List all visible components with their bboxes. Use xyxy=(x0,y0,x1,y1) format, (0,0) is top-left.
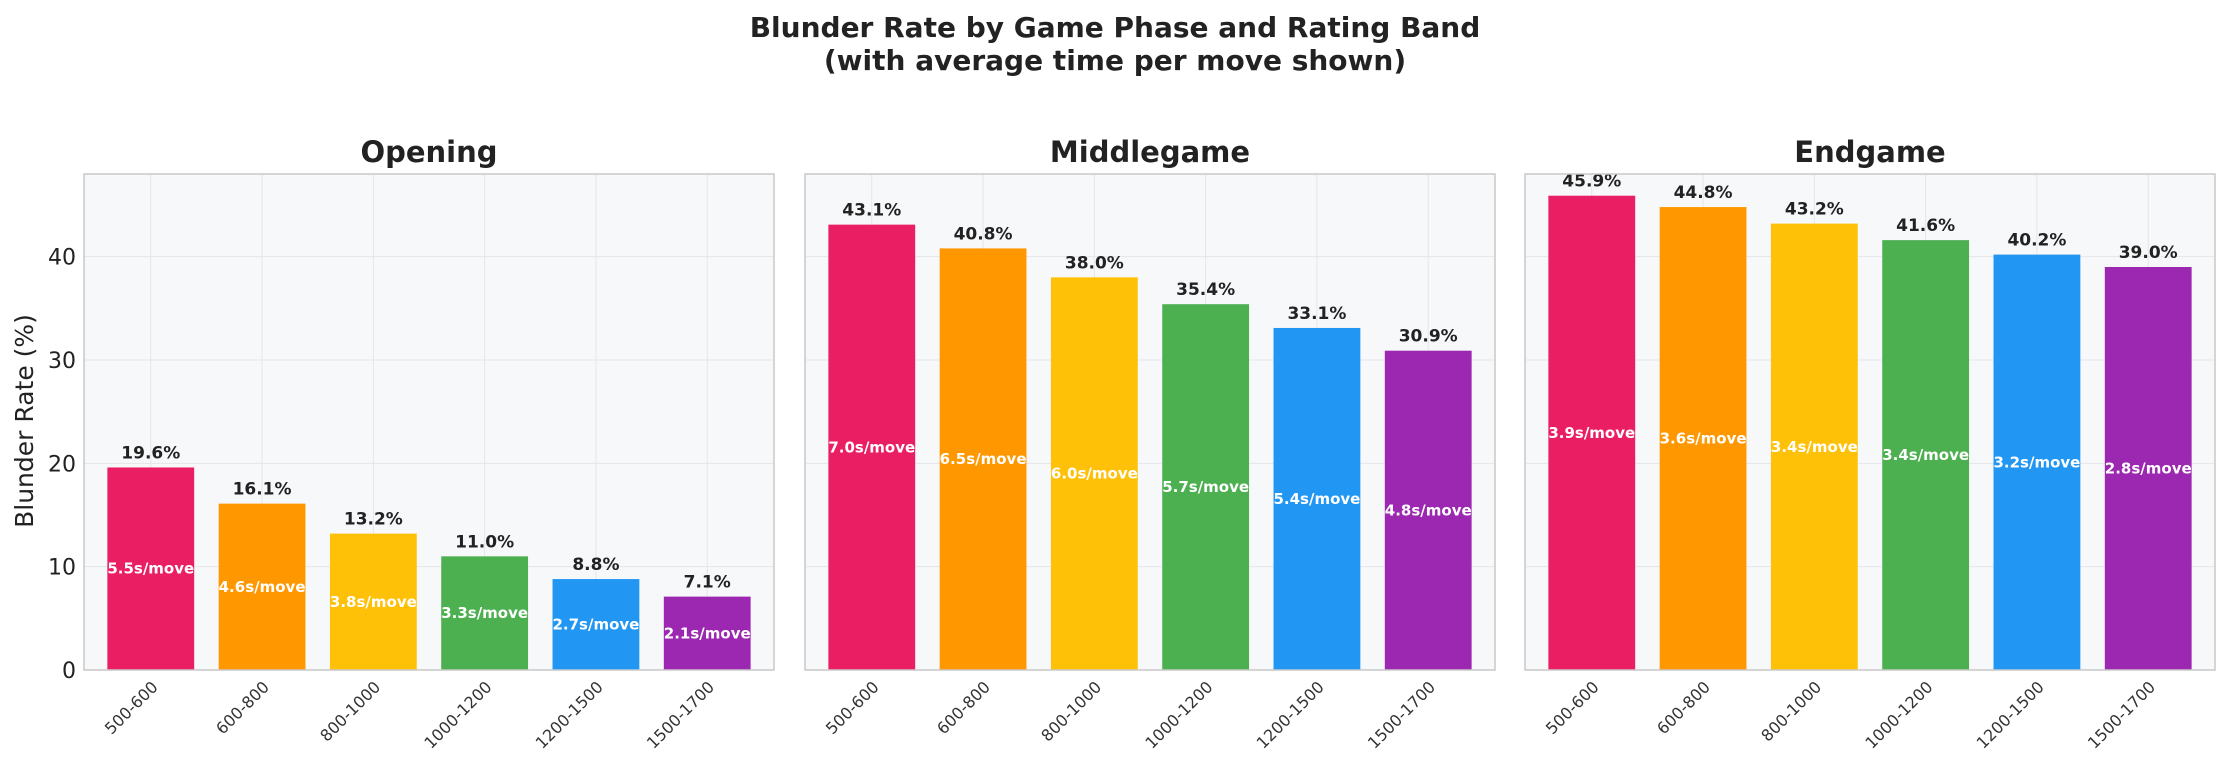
bar-value-label: 7.1% xyxy=(684,573,731,593)
bar-value-label: 43.1% xyxy=(842,201,901,221)
x-tick-label: 1000-1200 xyxy=(1141,677,1216,752)
bar-600-800 xyxy=(1659,207,1747,671)
bar-500-600 xyxy=(107,467,195,670)
bar-time-label: 5.5s/move xyxy=(107,560,194,578)
panel-title: Endgame xyxy=(1794,135,1945,169)
bar-value-label: 40.8% xyxy=(954,224,1013,244)
y-tick-label: 40 xyxy=(48,246,76,271)
bar-time-label: 5.4s/move xyxy=(1273,490,1360,508)
bar-800-1000 xyxy=(1770,223,1858,670)
bar-1000-1200 xyxy=(1882,240,1970,670)
bar-500-600 xyxy=(1548,195,1636,670)
bar-1000-1200 xyxy=(441,556,529,670)
x-tick-label: 600-800 xyxy=(933,677,994,738)
bar-value-label: 33.1% xyxy=(1287,304,1346,324)
bar-value-label: 13.2% xyxy=(344,510,403,530)
bar-value-label: 45.9% xyxy=(1562,172,1621,192)
y-tick-label: 30 xyxy=(48,349,76,374)
chart-subtitle: (with average time per move shown) xyxy=(824,44,1406,77)
bar-time-label: 3.3s/move xyxy=(441,604,528,622)
bar-value-label: 44.8% xyxy=(1674,183,1733,203)
bar-time-label: 3.9s/move xyxy=(1548,424,1635,442)
x-tick-label: 800-1000 xyxy=(316,677,384,745)
bar-500-600 xyxy=(828,224,916,670)
bar-600-800 xyxy=(218,503,306,670)
plot-border xyxy=(83,173,775,671)
x-tick-label: 1200-1500 xyxy=(1253,677,1328,752)
x-tick-label: 500-600 xyxy=(101,677,162,738)
bar-time-label: 3.4s/move xyxy=(1771,438,1858,456)
bar-time-label: 3.4s/move xyxy=(1882,446,1969,464)
bar-value-label: 19.6% xyxy=(121,443,180,463)
panel-opening: 0 10 20 30 40 Opening 19.6% 5.5s/move 500-600 16.… xyxy=(48,135,775,753)
panel-middlegame: Middlegame 43.1% 7.0s/move 500-600 40.8% 6.5s… xyxy=(804,135,1496,753)
panels-group: 0 10 20 30 40 Opening 19.6% 5.5s/move 500-600 16.… xyxy=(48,135,2216,753)
y-tick-label: 0 xyxy=(62,659,76,684)
plot-border xyxy=(1524,173,2216,671)
bar-time-label: 7.0s/move xyxy=(828,438,915,456)
panel-title: Middlegame xyxy=(1050,135,1250,169)
y-tick-label: 10 xyxy=(48,556,76,581)
bar-value-label: 39.0% xyxy=(2119,243,2178,263)
bar-time-label: 3.6s/move xyxy=(1660,430,1747,448)
bar-time-label: 4.6s/move xyxy=(219,578,306,596)
bar-1500-1700 xyxy=(1384,350,1472,670)
panel-title: Opening xyxy=(360,135,497,169)
bar-value-label: 43.2% xyxy=(1785,200,1844,220)
bar-1000-1200 xyxy=(1162,304,1250,670)
bar-time-label: 3.8s/move xyxy=(330,593,417,611)
bar-time-label: 6.5s/move xyxy=(940,450,1027,468)
bar-time-label: 4.8s/move xyxy=(1385,501,1472,519)
x-tick-label: 800-1000 xyxy=(1757,677,1825,745)
bar-value-label: 11.0% xyxy=(455,532,514,552)
bar-800-1000 xyxy=(329,533,417,670)
x-tick-label: 600-800 xyxy=(1653,677,1714,738)
bar-value-label: 30.9% xyxy=(1399,327,1458,347)
x-tick-label: 800-1000 xyxy=(1037,677,1105,745)
x-tick-label: 1000-1200 xyxy=(420,677,495,752)
x-tick-label: 500-600 xyxy=(1542,677,1603,738)
bar-1500-1700 xyxy=(2104,267,2192,670)
bar-time-label: 2.1s/move xyxy=(664,624,751,642)
bar-600-800 xyxy=(939,248,1027,670)
bar-value-label: 38.0% xyxy=(1065,253,1124,273)
bar-value-label: 40.2% xyxy=(2007,231,2066,251)
bar-time-label: 3.2s/move xyxy=(1993,453,2080,471)
bar-1200-1500 xyxy=(552,579,640,670)
bar-1200-1500 xyxy=(1993,254,2081,670)
x-tick-label: 1000-1200 xyxy=(1861,677,1936,752)
bar-time-label: 2.8s/move xyxy=(2105,460,2192,478)
bar-800-1000 xyxy=(1050,277,1138,670)
bar-1200-1500 xyxy=(1273,327,1361,670)
bar-value-label: 35.4% xyxy=(1176,280,1235,300)
y-tick-label: 20 xyxy=(48,452,76,477)
x-tick-label: 500-600 xyxy=(822,677,883,738)
chart-title: Blunder Rate by Game Phase and Rating Ba… xyxy=(750,11,1481,44)
bar-1500-1700 xyxy=(663,596,751,670)
bar-time-label: 6.0s/move xyxy=(1051,465,1138,483)
bar-time-label: 2.7s/move xyxy=(552,616,639,634)
x-tick-label: 1200-1500 xyxy=(1973,677,2048,752)
x-tick-label: 1200-1500 xyxy=(532,677,607,752)
x-tick-label: 1500-1700 xyxy=(643,677,718,752)
x-tick-label: 600-800 xyxy=(212,677,273,738)
bar-value-label: 41.6% xyxy=(1896,216,1955,236)
plot-border xyxy=(804,173,1496,671)
y-axis-label: Blunder Rate (%) xyxy=(10,314,39,528)
x-tick-label: 1500-1700 xyxy=(2084,677,2159,752)
panel-endgame: Endgame 45.9% 3.9s/move 500-600 44.8% 3.6s/mo… xyxy=(1524,135,2216,753)
bar-value-label: 16.1% xyxy=(233,480,292,500)
bar-time-label: 5.7s/move xyxy=(1162,478,1249,496)
bar-value-label: 8.8% xyxy=(572,555,619,575)
x-tick-label: 1500-1700 xyxy=(1364,677,1439,752)
